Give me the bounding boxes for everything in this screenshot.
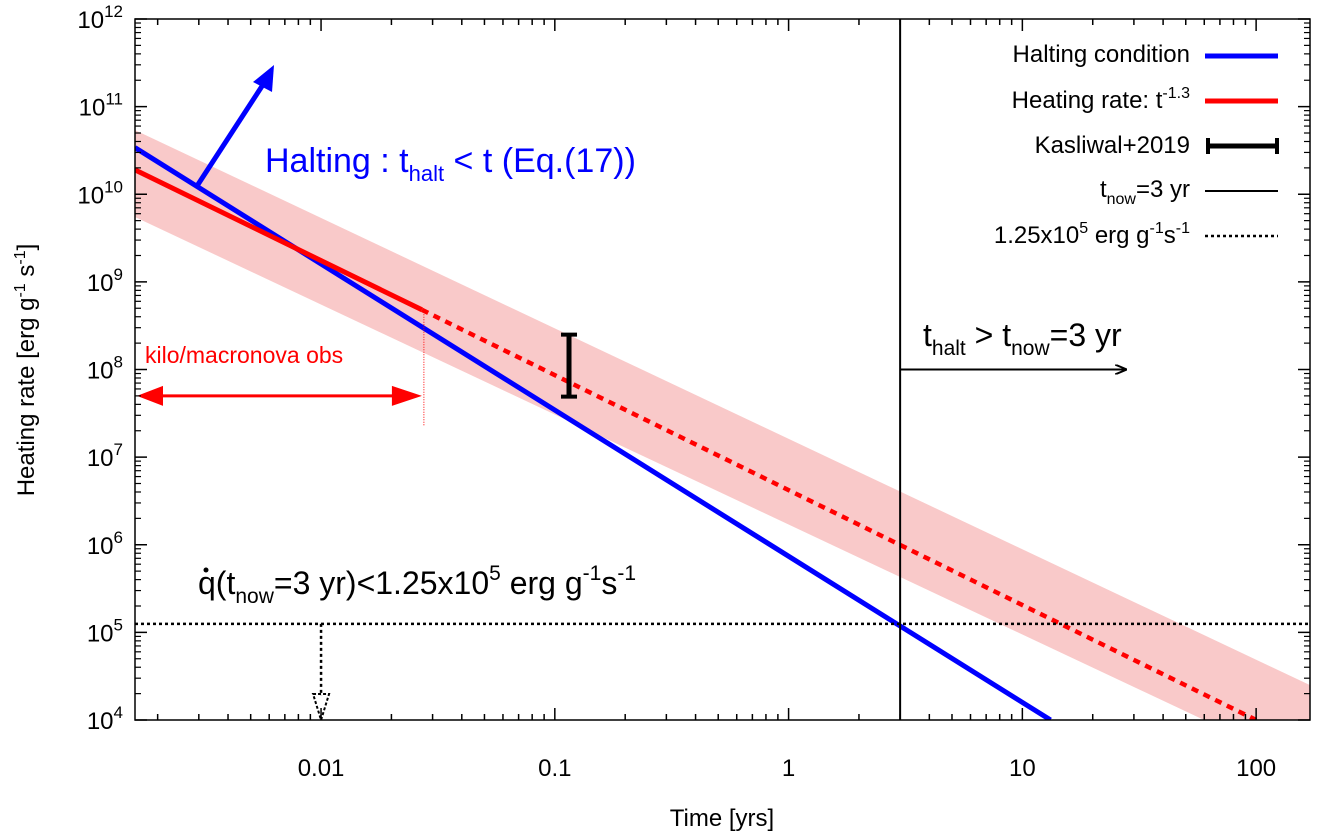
y-tick-label: 105 [87,615,123,647]
y-tick-label: 1010 [77,177,123,209]
obs-label: kilo/macronova obs [145,342,343,368]
legend-swatch-kasliwal [1206,138,1279,154]
legend-label-kasliwal: Kasliwal+2019 [1035,132,1190,159]
x-tick-label: 0.1 [538,755,571,782]
obs-arrow-head-left [137,385,163,406]
y-tick-label: 106 [87,528,123,560]
y-tick-label: 107 [87,440,123,472]
y-tick-label: 108 [87,353,123,385]
x-axis-label: Time [yrs] [670,805,774,832]
obs-arrow-head-right [391,385,422,406]
series-line-1 [135,167,423,313]
legend-label-heating-rate: Heating rate: t-1.3 [1012,85,1190,114]
y-tick-label: 109 [87,265,123,297]
uncertainty-band-layer [135,130,1310,720]
halting-arrow [194,65,274,188]
series-layer [135,19,1310,720]
down-arrow-head [311,693,331,724]
y-tick-label: 1011 [79,90,123,122]
series-line-0 [135,145,1052,720]
legend-label-threshold: 1.25x105 erg g-1s-1 [994,220,1190,249]
y-tick-label: 1012 [77,2,123,34]
thalt-annotation: thalt > tnow=3 yr [923,317,1122,360]
qdot-dot [203,567,209,573]
qdot-annotation: q(tnow=3 yr)<1.25x105 erg g-1s-1 [198,562,636,608]
x-tick-label: 1 [782,755,795,782]
y-tick-label: 104 [87,703,123,735]
obs-annotation [137,311,425,426]
halting-annotation: Halting : thalt < t (Eq.(17)) [265,142,636,186]
series-line-2 [420,307,1258,720]
x-tick-label: 0.01 [298,755,345,782]
uncertainty-band [135,130,1310,720]
x-tick-label: 10 [1009,755,1036,782]
down-arrow [311,623,331,724]
legend-label-halting: Halting condition [1013,41,1190,68]
tick-layer: 0.01 0.1 1 10 100 104 105 106 107 108 109 1010 1011 1… [77,2,1310,782]
y-axis-label: Heating rate [erg g-1 s-1] [12,244,40,497]
legend: Halting condition Heating rate: t-1.3 Ka… [994,41,1279,249]
legend-label-tnow: tnow=3 yr [1100,176,1190,208]
x-tick-label: 100 [1236,755,1276,782]
